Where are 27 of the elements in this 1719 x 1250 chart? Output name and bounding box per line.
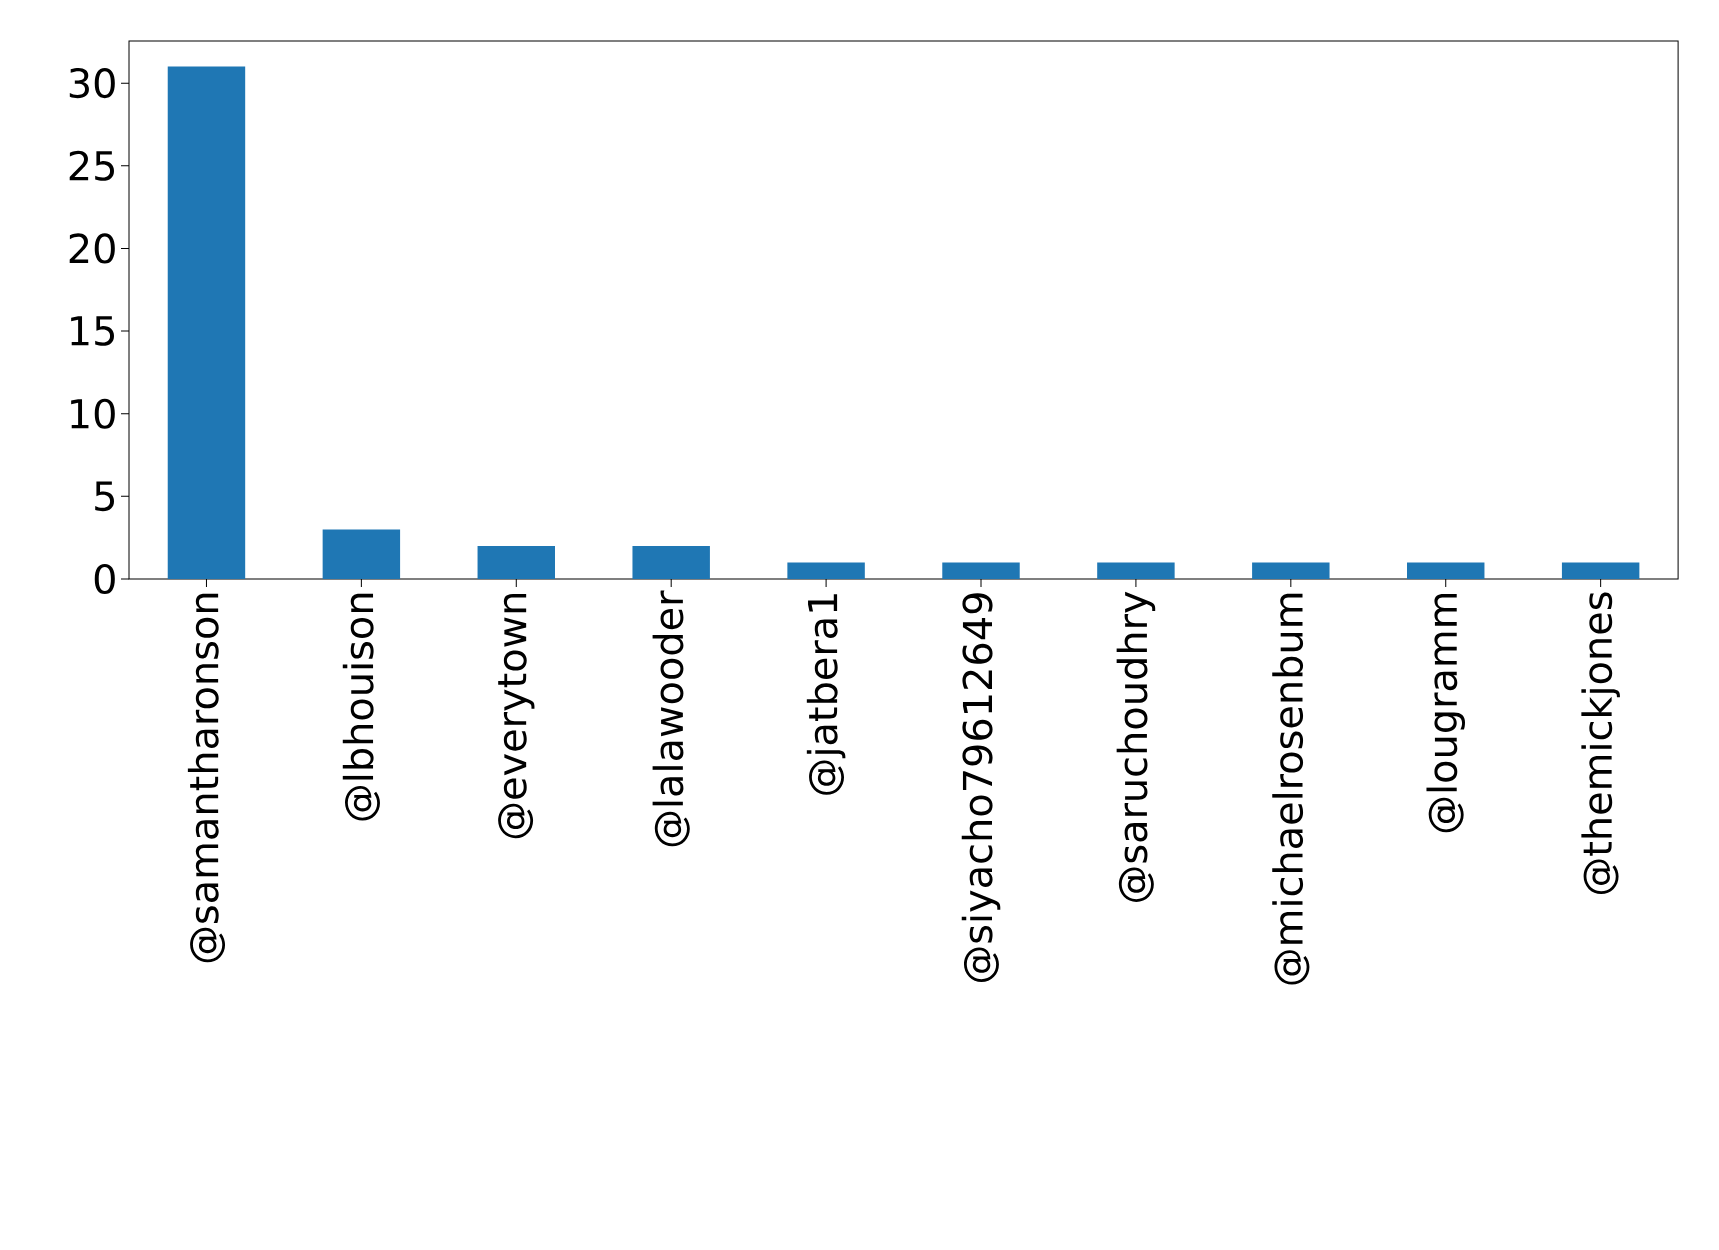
y-tick-label: 10 (71, 398, 115, 429)
x-tick-label: @lalawooder (652, 590, 690, 847)
y-tick-label: 5 (95, 481, 115, 512)
bar (787, 562, 865, 579)
x-tick-label: @michaelrosenbum (1272, 593, 1310, 985)
bar (1252, 562, 1330, 579)
x-tick-label: @samantharonson (187, 593, 226, 963)
bar (477, 545, 555, 579)
x-tick-label: @siyacho79612649 (961, 593, 1001, 982)
bar (1407, 562, 1485, 579)
bar (942, 562, 1020, 579)
y-tick-label: 15 (71, 316, 114, 346)
x-tick-label: @themickjones (1581, 592, 1620, 895)
x-tick-label: @jatbera1 (806, 594, 846, 795)
y-tick-label: 20 (69, 233, 115, 264)
bar (167, 66, 246, 579)
bar (1561, 562, 1640, 579)
bar (322, 529, 401, 579)
y-tick-label: 0 (94, 563, 115, 595)
bar (632, 545, 710, 579)
x-tick-label: @saruchoudhry (1116, 591, 1156, 902)
y-tick-label: 25 (69, 150, 114, 181)
bar (1097, 562, 1175, 579)
x-tick-label: @lbhouison (342, 593, 380, 821)
x-tick-label: @everytown (498, 593, 535, 839)
y-tick-label: 30 (69, 68, 115, 99)
x-tick-label: @lougramm (1426, 593, 1466, 833)
